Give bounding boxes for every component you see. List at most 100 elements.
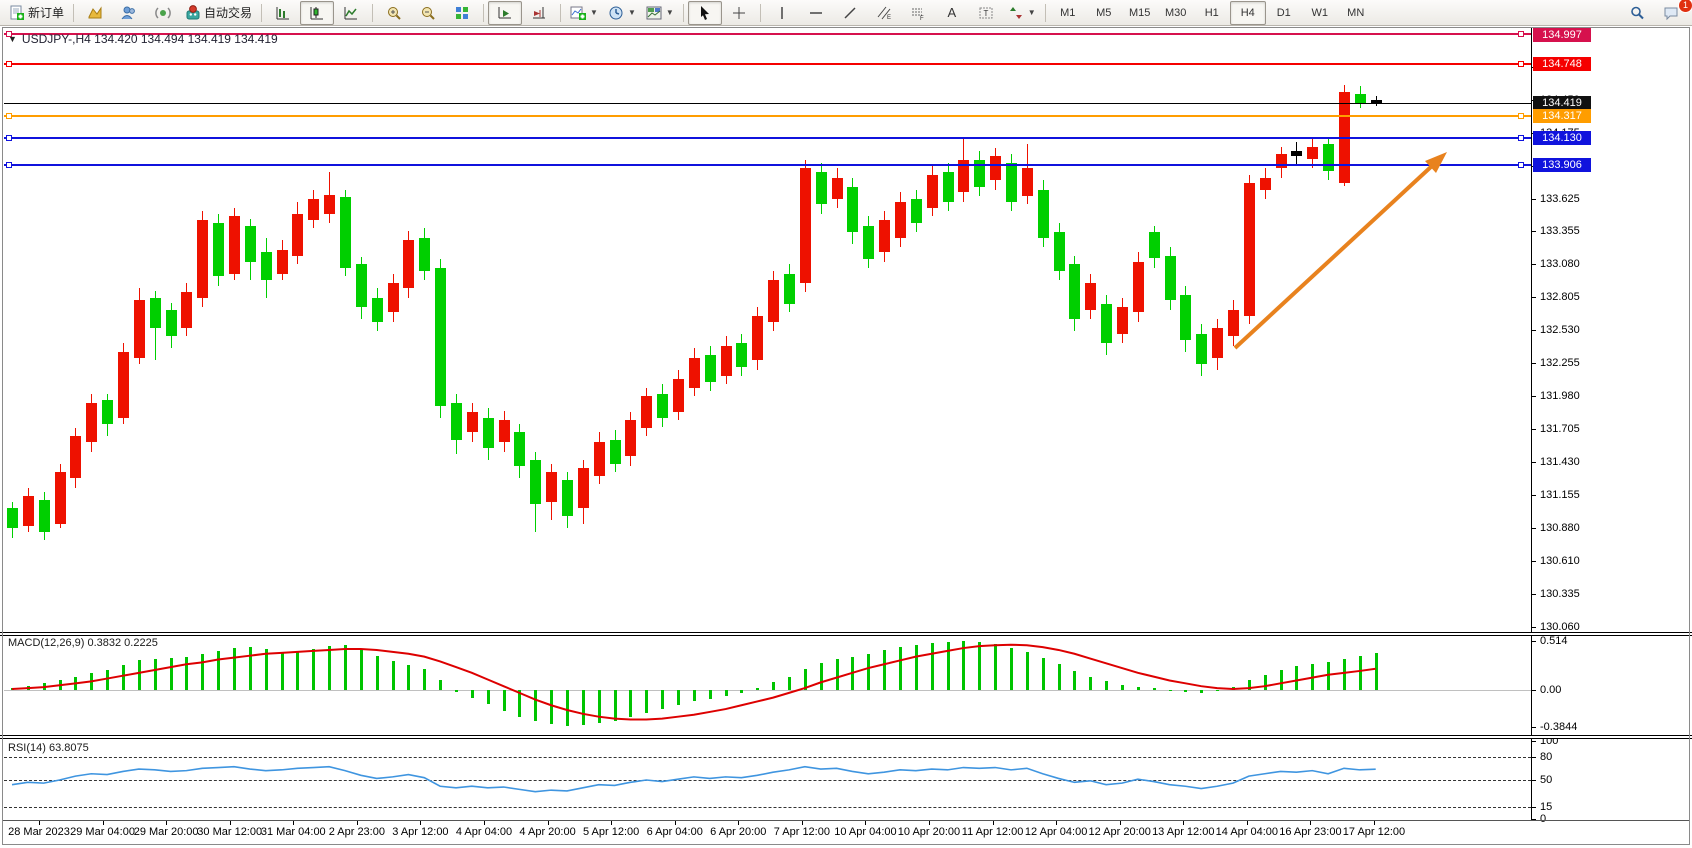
line-handle[interactable] bbox=[6, 112, 12, 119]
rsi-axis-tick bbox=[1531, 780, 1536, 781]
candle bbox=[1101, 303, 1113, 344]
line-handle[interactable] bbox=[6, 162, 12, 168]
candle bbox=[149, 297, 161, 328]
timeframe-button-d1[interactable]: D1 bbox=[1276, 6, 1291, 19]
auto-trading-icon bbox=[185, 4, 201, 21]
horizontal-line-object[interactable] bbox=[4, 102, 1531, 104]
macd-histogram-bar bbox=[42, 683, 46, 690]
timeframe-button-m5[interactable]: M5 bbox=[1096, 6, 1112, 19]
add-indicator-button[interactable]: ▼ bbox=[565, 1, 603, 25]
toolbar-separator bbox=[73, 3, 75, 22]
text-tool-button[interactable]: A bbox=[935, 1, 969, 25]
timeframe-button-m15[interactable]: M15 bbox=[1129, 6, 1151, 19]
horizontal-line-tool-button[interactable] bbox=[799, 1, 833, 25]
bar-chart-button[interactable] bbox=[266, 1, 300, 25]
symbol-dropdown-icon[interactable]: ▼ bbox=[8, 34, 17, 44]
line-handle[interactable] bbox=[1518, 135, 1524, 142]
time-axis-tick bbox=[547, 820, 549, 825]
new-order-label: 新订单 bbox=[28, 6, 65, 20]
timeframe-button-h1[interactable]: H1 bbox=[1204, 6, 1219, 19]
candle bbox=[577, 468, 589, 508]
macd-histogram-bar bbox=[137, 660, 141, 690]
macd-histogram-bar bbox=[692, 690, 696, 702]
auto-trading-button[interactable]: 自动交易 bbox=[180, 1, 257, 25]
horizontal-line-object[interactable] bbox=[4, 164, 1531, 166]
line-handle[interactable] bbox=[6, 60, 12, 67]
zoom-in-button[interactable] bbox=[377, 1, 411, 25]
candle bbox=[704, 355, 716, 382]
line-handle[interactable] bbox=[1518, 162, 1524, 168]
candle bbox=[815, 171, 827, 205]
time-axis-tick bbox=[356, 820, 358, 825]
notification-badge: 1 bbox=[1678, 0, 1692, 13]
zoom-out-button[interactable] bbox=[411, 1, 445, 25]
auto-scroll-button[interactable] bbox=[488, 0, 523, 25]
tile-windows-button[interactable] bbox=[445, 1, 479, 25]
horizontal-line-object[interactable] bbox=[4, 62, 1531, 65]
line-handle[interactable] bbox=[6, 135, 12, 142]
horizontal-line-object[interactable] bbox=[4, 114, 1531, 117]
chart-profile-button[interactable] bbox=[78, 1, 112, 25]
line-chart-button[interactable] bbox=[334, 1, 368, 25]
cursor-tool-button[interactable] bbox=[687, 0, 722, 25]
macd-histogram-bar bbox=[185, 656, 189, 690]
time-axis-tick bbox=[674, 820, 676, 825]
timeframe-button-mn[interactable]: MN bbox=[1347, 6, 1365, 19]
channel-tool-button[interactable]: E bbox=[867, 1, 901, 25]
macd-histogram-bar bbox=[1168, 690, 1172, 691]
line-handle[interactable] bbox=[6, 31, 12, 37]
svg-text:E: E bbox=[887, 15, 891, 21]
candle bbox=[308, 199, 320, 220]
horizontal-line-object[interactable] bbox=[4, 137, 1531, 140]
search-button[interactable] bbox=[1620, 1, 1654, 25]
periods-button[interactable]: ▼ bbox=[603, 1, 641, 25]
time-axis-label: 10 Apr 04:00 bbox=[834, 826, 897, 838]
vertical-line-tool-button[interactable] bbox=[765, 1, 799, 25]
chart-window-frame bbox=[2, 27, 1690, 845]
candle bbox=[672, 379, 684, 412]
time-axis-tick bbox=[801, 820, 803, 825]
macd-histogram-bar bbox=[26, 686, 30, 690]
timeframe-button-m1[interactable]: M1 bbox=[1060, 6, 1076, 19]
price-axis-tick-label: 130.880 bbox=[1540, 522, 1580, 535]
text-icon: A bbox=[947, 5, 957, 20]
new-order-button[interactable]: 新订单 bbox=[4, 1, 69, 25]
accounts-button[interactable] bbox=[112, 1, 146, 25]
toolbar-separator bbox=[682, 3, 684, 22]
fibonacci-tool-button[interactable]: F bbox=[901, 1, 935, 25]
signal-button[interactable] bbox=[146, 1, 180, 25]
macd-histogram-bar bbox=[1216, 690, 1220, 691]
candle bbox=[942, 171, 954, 202]
time-axis-label: 17 Apr 12:00 bbox=[1342, 826, 1406, 838]
crosshair-tool-button[interactable] bbox=[722, 1, 756, 25]
periods-icon bbox=[608, 5, 624, 21]
macd-histogram-bar bbox=[629, 690, 633, 717]
price-axis-tick bbox=[1531, 330, 1536, 332]
trendline-tool-button[interactable] bbox=[833, 1, 867, 25]
candlestick-chart-button[interactable] bbox=[300, 0, 335, 25]
time-axis-label: 11 Apr 12:00 bbox=[961, 826, 1024, 838]
macd-panel-resizer[interactable] bbox=[0, 632, 1692, 636]
templates-button[interactable]: ▼ bbox=[641, 1, 679, 25]
line-handle[interactable] bbox=[1518, 31, 1524, 37]
timeframe-button-h4[interactable]: H4 bbox=[1229, 0, 1266, 25]
chart-shift-button[interactable] bbox=[522, 1, 556, 25]
chat-button[interactable]: 1 bbox=[1654, 0, 1692, 25]
price-tag: 134.130 bbox=[1533, 131, 1591, 146]
time-axis-tick bbox=[865, 820, 867, 825]
time-axis-label: 13 Apr 12:00 bbox=[1152, 826, 1215, 838]
horizontal-line-object[interactable] bbox=[4, 33, 1531, 35]
price-axis-line bbox=[1531, 27, 1532, 820]
text-label-tool-button[interactable]: T bbox=[969, 1, 1003, 25]
timeframe-button-m30[interactable]: M30 bbox=[1165, 6, 1187, 19]
macd-histogram-bar bbox=[11, 688, 14, 690]
arrows-tool-button[interactable]: ▼ bbox=[1003, 1, 1041, 25]
rsi-panel-resizer[interactable] bbox=[0, 735, 1692, 739]
line-handle[interactable] bbox=[1518, 112, 1524, 119]
rsi-axis-label: 50 bbox=[1540, 774, 1553, 786]
candle bbox=[181, 291, 193, 328]
line-handle[interactable] bbox=[1518, 60, 1524, 67]
macd-histogram-bar bbox=[676, 690, 680, 706]
timeframe-button-w1[interactable]: W1 bbox=[1311, 6, 1328, 19]
price-axis-tick bbox=[1531, 528, 1536, 530]
